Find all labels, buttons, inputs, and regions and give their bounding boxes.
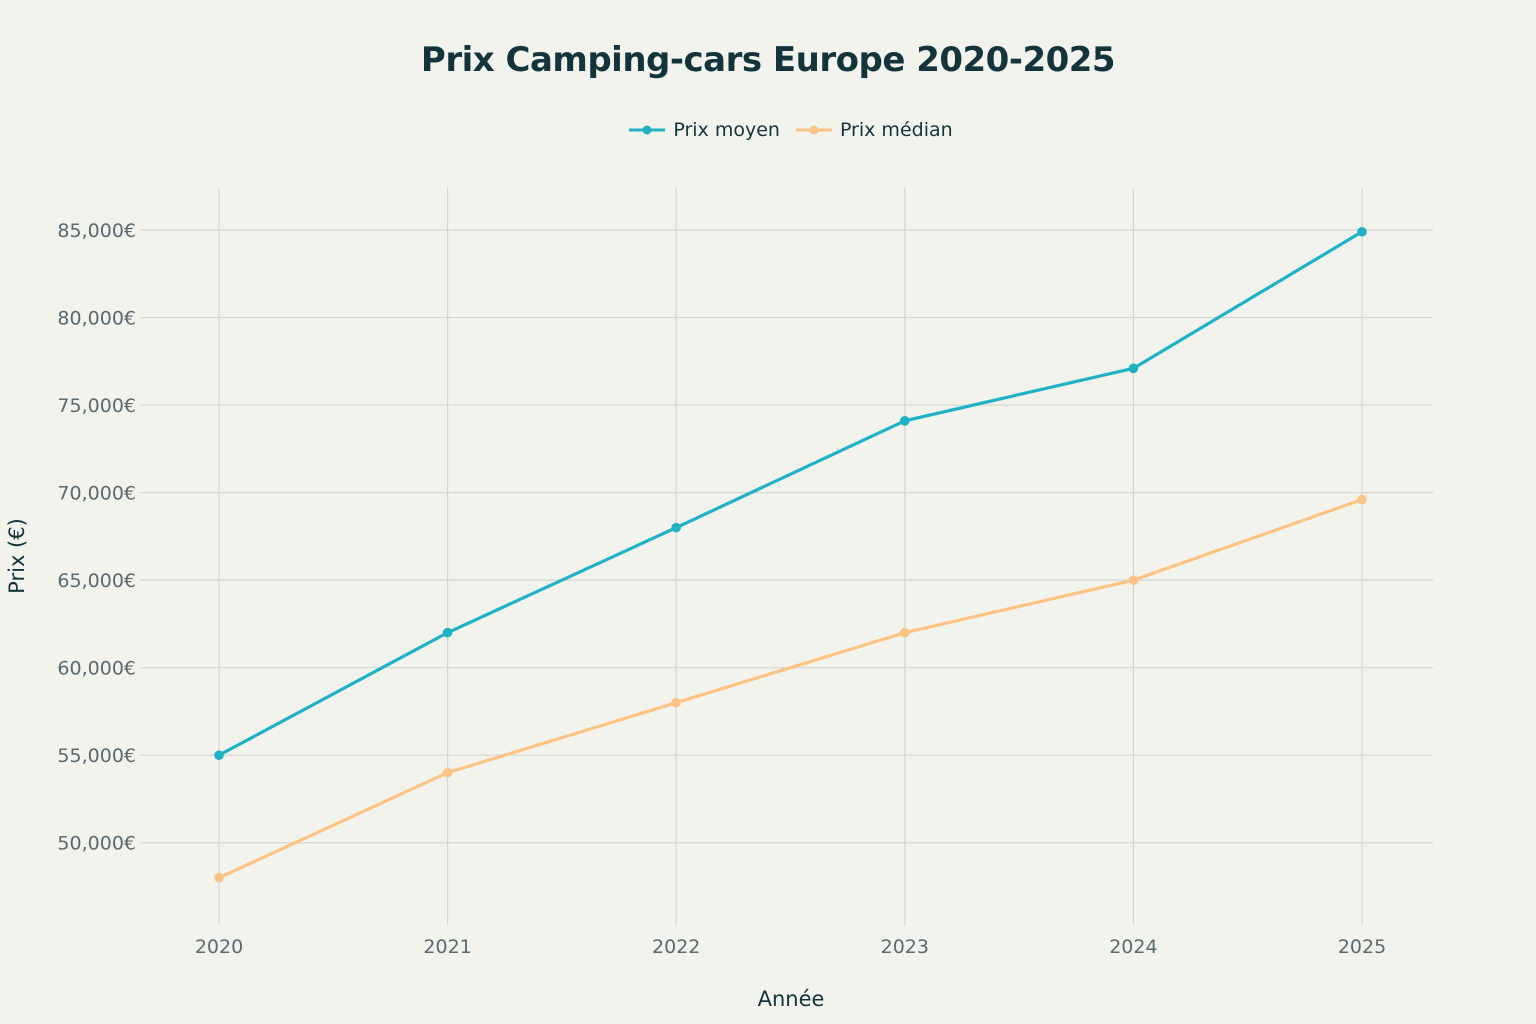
data-point	[671, 697, 681, 708]
y-tick-label: 85,000€	[57, 220, 136, 242]
x-tick-label: 2022	[652, 936, 700, 958]
y-axis-label: Prix (€)	[5, 518, 29, 594]
x-tick-label: 2024	[1109, 936, 1157, 958]
legend-label: Prix médian	[839, 119, 953, 141]
data-point	[671, 522, 681, 533]
series-line-prix-moyen	[218, 230, 1363, 757]
series-line-prix-median	[218, 498, 1363, 880]
data-point	[1357, 226, 1367, 237]
legend-line-icon	[795, 125, 832, 135]
y-tick-label: 55,000€	[57, 745, 136, 767]
x-tick-label: 2021	[423, 936, 471, 958]
y-tick-label: 50,000€	[57, 833, 136, 855]
legend-line-icon	[629, 125, 666, 135]
x-tick-label: 2020	[195, 936, 243, 958]
data-point	[900, 627, 910, 638]
data-point	[442, 627, 453, 638]
data-point	[1357, 494, 1367, 505]
y-tick-label: 60,000€	[57, 658, 136, 680]
y-tick-label: 70,000€	[57, 483, 136, 505]
data-point	[214, 872, 224, 883]
chart-title: Prix Camping-cars Europe 2020-2025	[420, 40, 1116, 80]
data-point	[900, 416, 910, 426]
legend-label: Prix moyen	[673, 119, 780, 141]
x-tick-label: 2025	[1338, 936, 1386, 958]
data-point	[214, 750, 224, 760]
legend-item-prix-median[interactable]: Prix médian	[794, 119, 953, 141]
x-tick-label: 2023	[881, 936, 929, 958]
x-axis-label: Année	[758, 987, 825, 1011]
data-point	[1128, 575, 1139, 585]
y-tick-label: 75,000€	[57, 395, 136, 417]
legend: Prix moyen Prix médian	[0, 119, 1536, 141]
legend-item-prix-moyen[interactable]: Prix moyen	[627, 119, 780, 141]
y-tick-label: 80,000€	[57, 308, 136, 330]
data-point	[442, 767, 453, 778]
y-tick-label: 65,000€	[57, 570, 136, 592]
data-point	[1128, 363, 1139, 374]
